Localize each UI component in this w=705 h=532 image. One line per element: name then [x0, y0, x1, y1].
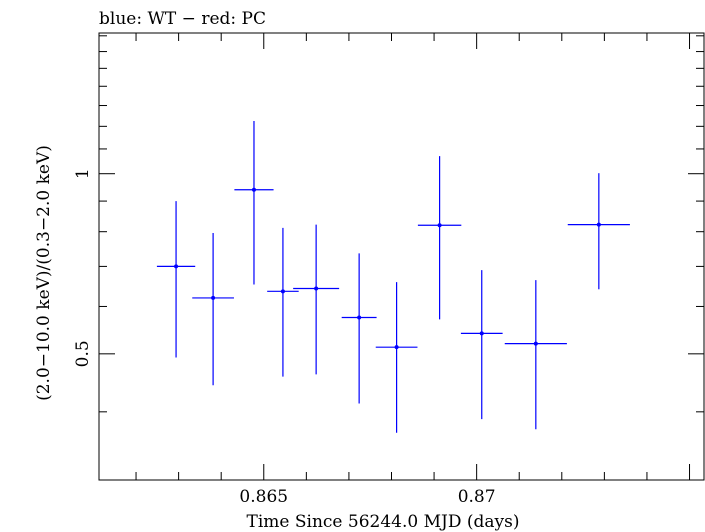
- y-axis-label: (2.0−10.0 keV)/(0.3−2.0 keV): [34, 145, 54, 401]
- plot-frame: [98, 32, 705, 481]
- x-axis-label: Time Since 56244.0 MJD (days): [247, 512, 520, 532]
- data-points: [156, 120, 630, 433]
- point-marker: [211, 295, 216, 300]
- point-marker: [314, 286, 319, 291]
- data-point: [375, 282, 418, 433]
- point-marker: [174, 264, 179, 269]
- point-marker: [280, 289, 285, 294]
- data-point: [417, 156, 462, 320]
- chart-title: blue: WT − red: PC: [99, 9, 266, 29]
- point-marker: [596, 222, 601, 227]
- y-tick-label: 1: [73, 168, 93, 179]
- point-marker: [437, 223, 442, 228]
- point-marker: [357, 315, 362, 320]
- data-point: [192, 232, 234, 386]
- y-tick-label: 0.5: [73, 340, 93, 367]
- point-marker: [394, 345, 399, 350]
- data-point: [267, 227, 299, 377]
- data-point: [504, 280, 567, 430]
- x-tick-label: 0.865: [239, 487, 288, 507]
- point-marker: [479, 331, 484, 336]
- data-point: [341, 253, 377, 404]
- data-point: [293, 224, 340, 375]
- axis-ticks: [99, 33, 704, 480]
- point-marker: [251, 187, 256, 192]
- data-point: [567, 173, 630, 290]
- point-marker: [533, 341, 538, 346]
- data-point: [156, 201, 196, 358]
- axis-tick-labels: 0.865 0.87 0.5 1: [73, 168, 496, 507]
- x-tick-label: 0.87: [458, 487, 496, 507]
- data-point: [234, 120, 274, 285]
- data-point: [460, 270, 503, 420]
